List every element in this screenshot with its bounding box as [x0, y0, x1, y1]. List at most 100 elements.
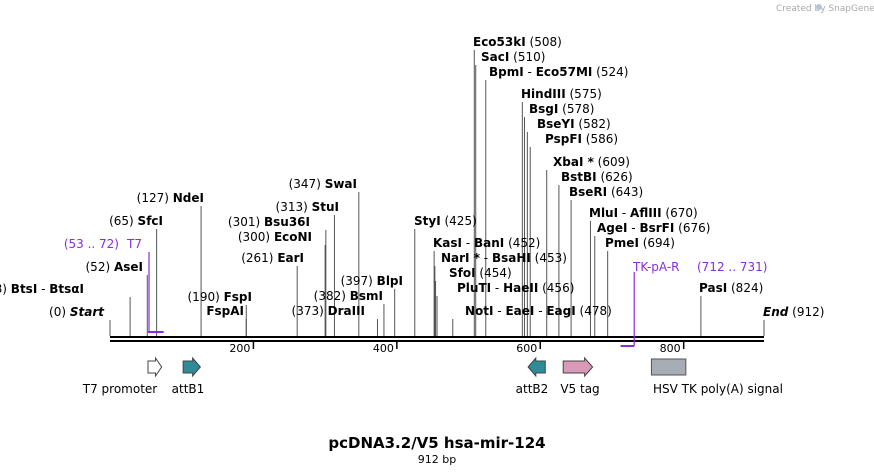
site-saci[interactable]: SacI (510) — [481, 50, 545, 64]
site-asei-label: (52) AseI — [86, 260, 144, 274]
ruler-tick-label: 200 — [229, 342, 250, 355]
site-eco53ki-label: Eco53kI (508) — [473, 35, 562, 49]
site-hindiii-name: HindIII — [521, 87, 566, 101]
site-sfci[interactable]: (65) SfcI — [109, 214, 163, 228]
site-draiii[interactable]: (373) DraIII — [292, 304, 365, 318]
site-econi-name: EcoNI — [274, 230, 312, 244]
site-ndei-label: (127) NdeI — [137, 191, 204, 205]
site-econi[interactable]: (300) EcoNI — [238, 230, 312, 244]
site-pmei-name: PmeI — [605, 236, 639, 250]
site-bseri-name: BseRI — [569, 185, 607, 199]
site-draiii-name: DraIII — [328, 304, 365, 318]
site-btsi-pos: (28) — [0, 282, 11, 296]
site-pluti[interactable]: PluTI - HaeII (456) — [457, 281, 574, 295]
site-pspfi[interactable]: PspFI (586) — [545, 132, 618, 146]
feature-attb1-label: attB1 — [172, 382, 205, 396]
ruler-tick-label: 600 — [516, 342, 537, 355]
site-asei-pos: (52) — [86, 260, 114, 274]
site-xbai[interactable]: XbaI * (609) — [553, 155, 630, 169]
site-ndei-pos: (127) — [137, 191, 173, 205]
sequence-backbone — [110, 336, 764, 342]
site-pspfi-label: PspFI (586) — [545, 132, 618, 146]
site-saci-label: SacI (510) — [481, 50, 545, 64]
site-pasi-pos: (824) — [727, 281, 763, 295]
end-marker: End (912) — [763, 305, 824, 319]
svg-text:(0) Start: (0) Start — [49, 305, 105, 319]
site-hindiii-pos: (575) — [566, 87, 602, 101]
site-bstbi[interactable]: BstBI (626) — [561, 170, 633, 184]
site-sfoi[interactable]: SfoI (454) — [449, 266, 512, 280]
site-pasi-name: PasI — [699, 281, 727, 295]
site-mlui-name: MluI — [589, 206, 618, 220]
site-blpi[interactable]: (397) BlpI — [341, 274, 403, 288]
site-bpmi-name: Eco57MI — [536, 65, 593, 79]
site-bsu36i[interactable]: (301) Bsu36I — [228, 215, 310, 229]
site-noti-label: NotI - EaeI - EagI (478) — [465, 304, 612, 318]
site-stui-pos: (313) — [276, 200, 312, 214]
start-marker: (0) Start — [49, 305, 105, 319]
site-fspai[interactable]: FspAI — [206, 304, 244, 318]
site-stui[interactable]: (313) StuI — [276, 200, 339, 214]
site-bseyi[interactable]: BseYI (582) — [537, 117, 611, 131]
feature-t7-promoter[interactable]: T7 promoter — [82, 356, 163, 396]
site-ndei[interactable]: (127) NdeI — [137, 191, 204, 205]
site-fspi[interactable]: (190) FspI — [188, 290, 253, 304]
site-bsmi-pos: (382) — [314, 289, 350, 303]
site-blpi-name: BlpI — [377, 274, 403, 288]
site-bpmi-name: BpmI — [489, 65, 524, 79]
site-styi-pos: (425) — [441, 214, 477, 228]
site-bseri[interactable]: BseRI (643) — [569, 185, 643, 199]
site-pasi[interactable]: PasI (824) — [699, 281, 763, 295]
site-btsi-name: BtsαI — [49, 282, 84, 296]
map-title-block: pcDNA3.2/V5 hsa-mir-124 912 bp — [328, 434, 545, 466]
site-nari[interactable]: NarI * - BsaHI (453) — [441, 251, 567, 265]
primer-tk-pa-r[interactable]: TK-pA-R (712 .. 731) — [620, 260, 768, 347]
site-sfci-label: (65) SfcI — [109, 214, 163, 228]
site-xbai-label: XbaI * (609) — [553, 155, 630, 169]
end-pos: (912) — [788, 305, 824, 319]
feature-v5-tag-label: V5 tag — [560, 382, 599, 396]
site-kasi-pos: (452) — [504, 236, 540, 250]
site-swai[interactable]: (347) SwaI — [289, 177, 357, 191]
site-bsmi[interactable]: (382) BsmI — [314, 289, 383, 303]
site-fspi-label: (190) FspI — [188, 290, 253, 304]
site-pluti-name: HaeII — [503, 281, 538, 295]
feature-attb2[interactable]: attB2 — [516, 356, 549, 396]
site-agei[interactable]: AgeI - BsrFI (676) — [597, 221, 710, 235]
site-asei[interactable]: (52) AseI — [86, 260, 144, 274]
site-hindiii[interactable]: HindIII (575) — [521, 87, 602, 101]
site-xbai-pos: (609) — [594, 155, 630, 169]
feature-attb1[interactable]: attB1 — [172, 356, 205, 396]
site-nari-name: NarI * — [441, 251, 481, 265]
site-noti-name: NotI — [465, 304, 494, 318]
site-pasi-label: PasI (824) — [699, 281, 763, 295]
site-bsgi[interactable]: BsgI (578) — [529, 102, 594, 116]
site-blpi-label: (397) BlpI — [341, 274, 403, 288]
primer-t7[interactable]: (53 .. 72) T7 — [64, 237, 164, 333]
site-styi[interactable]: StyI (425) — [414, 214, 477, 228]
site-noti-name: EagI — [546, 304, 575, 318]
ruler-tick-label: 800 — [660, 342, 681, 355]
site-hindiii-label: HindIII (575) — [521, 87, 602, 101]
feature-hsv-tk[interactable]: HSV TK poly(A) signal — [650, 358, 783, 396]
site-btsi[interactable]: (28) BtsI - BtsαI — [0, 282, 84, 296]
feature-hsv-tk-shape — [650, 358, 687, 376]
site-eari[interactable]: (261) EarI — [241, 251, 304, 265]
site-pmei[interactable]: PmeI (694) — [605, 236, 675, 250]
feature-v5-tag[interactable]: V5 tag — [560, 356, 600, 396]
site-kasi-name: KasI — [433, 236, 462, 250]
site-bsgi-label: BsgI (578) — [529, 102, 594, 116]
site-swai-pos: (347) — [289, 177, 325, 191]
site-eco53ki[interactable]: Eco53kI (508) — [473, 35, 562, 49]
site-pluti-label: PluTI - HaeII (456) — [457, 281, 574, 295]
site-nari-label: NarI * - BsaHI (453) — [441, 251, 567, 265]
site-mlui[interactable]: MluI - AflIII (670) — [589, 206, 698, 220]
site-bsu36i-label: (301) Bsu36I — [228, 215, 310, 229]
site-bpmi[interactable]: BpmI - Eco57MI (524) — [489, 65, 628, 79]
site-kasi[interactable]: KasI - BanI (452) — [433, 236, 540, 250]
primer-t7-range: (53 .. 72) — [64, 237, 119, 251]
start-label: Start — [70, 305, 105, 319]
site-pluti-name: PluTI — [457, 281, 491, 295]
site-noti[interactable]: NotI - EaeI - EagI (478) — [465, 304, 612, 318]
primer-tk-pa-r-range: (712 .. 731) — [697, 260, 767, 274]
